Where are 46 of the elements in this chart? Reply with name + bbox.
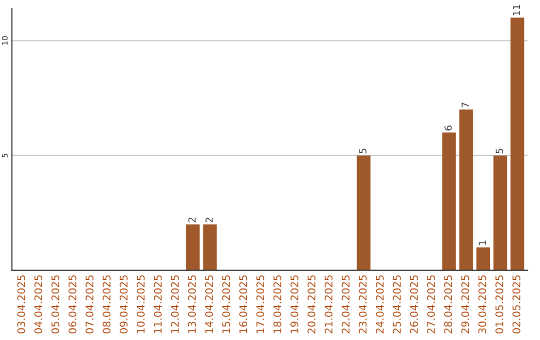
x-tick-label: 17.04.2025: [256, 275, 264, 333]
data-label: 2: [188, 218, 196, 222]
x-tick-label: 04.04.2025: [34, 275, 42, 334]
data-label: 5: [496, 148, 504, 154]
data-label: 1: [478, 240, 486, 245]
x-tick-label: 12.04.2025: [170, 275, 179, 333]
x-tick-label: 19.04.2025: [290, 275, 298, 333]
bar: [203, 224, 217, 270]
x-tick-label: 23.04.2025: [358, 275, 367, 334]
x-tick-label: 29.04.2025: [461, 275, 470, 334]
x-tick-label: 20.04.2025: [308, 275, 316, 334]
data-label: 2: [205, 218, 213, 222]
x-tick-label: 22.04.2025: [342, 275, 350, 334]
x-tick-label: 21.04.2025: [324, 275, 333, 334]
bar: [459, 110, 473, 270]
x-tick-label: 30.04.2025: [478, 275, 486, 334]
data-label: 5: [359, 148, 366, 154]
x-tick-label: 24.04.2025: [376, 275, 384, 334]
x-tick-label: 06.04.2025: [68, 275, 76, 334]
x-tick-label: 08.04.2025: [102, 275, 111, 334]
x-tick-label: 11.04.2025: [154, 275, 162, 333]
bar: [493, 155, 508, 270]
x-tick-label: 13.04.2025: [188, 275, 196, 333]
x-tick-label: 15.04.2025: [222, 275, 230, 333]
x-tick-label: 25.04.2025: [392, 275, 401, 334]
bar: [186, 224, 200, 270]
bar: [476, 247, 490, 270]
bar: [510, 18, 524, 270]
x-tick-label: 02.05.2025: [512, 275, 520, 334]
data-label: 11: [512, 4, 520, 16]
x-tick-label: 03.04.2025: [17, 275, 26, 334]
x-tick-label: 28.04.2025: [444, 275, 452, 334]
x-tick-label: 14.04.2025: [205, 275, 213, 333]
x-tick-label: 07.04.2025: [86, 275, 94, 334]
x-tick-label: 26.04.2025: [410, 275, 418, 334]
bar: [442, 132, 456, 270]
data-label: 7: [462, 102, 469, 108]
x-tick-label: 09.04.2025: [120, 275, 128, 334]
data-label: 6: [444, 126, 452, 130]
bar: [356, 155, 370, 270]
x-tick-label: 10.04.2025: [136, 275, 145, 333]
x-tick-label: 18.04.2025: [273, 275, 282, 333]
x-tick-label: 01.05.2025: [495, 275, 504, 334]
x-tick-label: 05.04.2025: [51, 275, 60, 334]
x-tick-label: 16.04.2025: [239, 275, 248, 333]
x-tick-label: 27.04.2025: [427, 275, 435, 334]
